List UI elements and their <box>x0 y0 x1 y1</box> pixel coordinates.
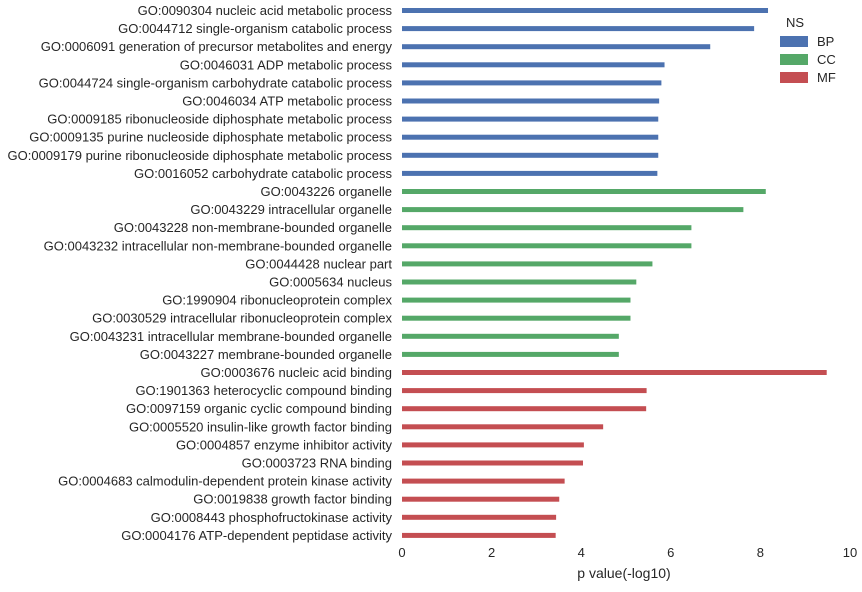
legend-swatch-cc <box>780 54 808 65</box>
bar-4 <box>402 80 662 86</box>
y-tick-label-26: GO:0004683 calmodulin-dependent protein … <box>58 474 392 489</box>
y-tick-label-13: GO:0043232 intracellular non-membrane-bo… <box>44 238 392 253</box>
legend-label-bp: BP <box>817 34 834 49</box>
bar-26 <box>402 478 565 484</box>
x-axis-label: p value(-log10) <box>577 565 670 581</box>
bar-18 <box>402 333 619 339</box>
bar-25 <box>402 460 583 466</box>
y-tick-label-4: GO:0044724 single-organism carbohydrate … <box>39 75 393 90</box>
x-tick-label-0: 0 <box>398 545 405 560</box>
bar-1 <box>402 26 755 32</box>
y-tick-label-14: GO:0044428 nuclear part <box>245 256 392 271</box>
y-tick-label-5: GO:0046034 ATP metabolic process <box>182 94 392 109</box>
bar-27 <box>402 496 560 502</box>
y-tick-label-25: GO:0003723 RNA binding <box>242 456 392 471</box>
bar-17 <box>402 315 631 321</box>
y-tick-label-1: GO:0044712 single-organism catabolic pro… <box>118 21 392 36</box>
y-tick-label-23: GO:0005520 insulin-like growth factor bi… <box>129 419 392 434</box>
y-tick-label-10: GO:0043226 organelle <box>260 184 392 199</box>
y-tick-label-29: GO:0004176 ATP-dependent peptidase activ… <box>121 528 392 543</box>
legend: NS BP CC MF <box>780 15 836 85</box>
bar-6 <box>402 116 659 122</box>
x-tick-label-2: 4 <box>578 545 585 560</box>
y-tick-label-20: GO:0003676 nucleic acid binding <box>200 365 392 380</box>
bar-14 <box>402 261 653 267</box>
bar-24 <box>402 442 584 448</box>
y-tick-label-12: GO:0043228 non-membrane-bounded organell… <box>114 220 392 235</box>
bars-layer <box>402 8 827 538</box>
bar-23 <box>402 424 604 430</box>
x-tick-label-4: 8 <box>757 545 764 560</box>
x-tick-label-1: 2 <box>488 545 495 560</box>
y-tick-label-27: GO:0019838 growth factor binding <box>193 492 392 507</box>
bar-8 <box>402 152 659 158</box>
bar-29 <box>402 532 556 538</box>
legend-label-mf: MF <box>817 70 836 85</box>
bar-20 <box>402 370 827 375</box>
legend-label-cc: CC <box>817 52 836 67</box>
legend-swatch-mf <box>780 72 808 83</box>
y-tick-label-6: GO:0009185 ribonucleoside diphosphate me… <box>47 112 392 127</box>
y-tick-label-0: GO:0090304 nucleic acid metabolic proces… <box>138 3 393 18</box>
bar-11 <box>402 207 744 213</box>
bar-28 <box>402 514 557 520</box>
bar-21 <box>402 388 647 394</box>
bar-9 <box>402 170 658 176</box>
y-tick-label-22: GO:0097159 organic cyclic compound bindi… <box>126 401 392 416</box>
y-tick-label-24: GO:0004857 enzyme inhibitor activity <box>176 437 393 452</box>
y-tick-label-19: GO:0043227 membrane-bounded organelle <box>140 347 392 362</box>
bar-16 <box>402 297 631 303</box>
y-tick-label-2: GO:0006091 generation of precursor metab… <box>41 39 393 54</box>
y-axis-labels: GO:0090304 nucleic acid metabolic proces… <box>8 3 393 543</box>
y-tick-label-8: GO:0009179 purine ribonucleoside diphosp… <box>8 148 393 163</box>
y-tick-label-21: GO:1901363 heterocyclic compound binding <box>135 383 392 398</box>
bar-19 <box>402 351 619 357</box>
bar-22 <box>402 406 647 412</box>
bar-13 <box>402 243 692 249</box>
y-tick-label-3: GO:0046031 ADP metabolic process <box>180 57 393 72</box>
bar-2 <box>402 44 711 50</box>
bar-5 <box>402 98 660 104</box>
y-tick-label-17: GO:0030529 intracellular ribonucleoprote… <box>92 311 392 326</box>
legend-title: NS <box>786 15 804 30</box>
bar-7 <box>402 134 659 140</box>
y-tick-label-9: GO:0016052 carbohydrate catabolic proces… <box>134 166 392 181</box>
y-tick-label-7: GO:0009135 purine nucleoside diphosphate… <box>29 130 392 145</box>
x-axis-ticks: 0 2 4 6 8 10 <box>398 545 857 560</box>
y-tick-label-16: GO:1990904 ribonucleoprotein complex <box>162 293 392 308</box>
y-tick-label-15: GO:0005634 nucleus <box>269 275 392 290</box>
legend-swatch-bp <box>780 36 808 47</box>
x-tick-label-5: 10 <box>843 545 857 560</box>
bar-12 <box>402 225 692 231</box>
bar-3 <box>402 62 665 68</box>
x-tick-label-3: 6 <box>667 545 674 560</box>
bar-10 <box>402 189 766 194</box>
bar-15 <box>402 279 637 285</box>
y-tick-label-28: GO:0008443 phosphofructokinase activity <box>151 510 393 525</box>
y-tick-label-18: GO:0043231 intracellular membrane-bounde… <box>70 329 392 344</box>
bar-0 <box>402 8 769 13</box>
y-tick-label-11: GO:0043229 intracellular organelle <box>190 202 392 217</box>
